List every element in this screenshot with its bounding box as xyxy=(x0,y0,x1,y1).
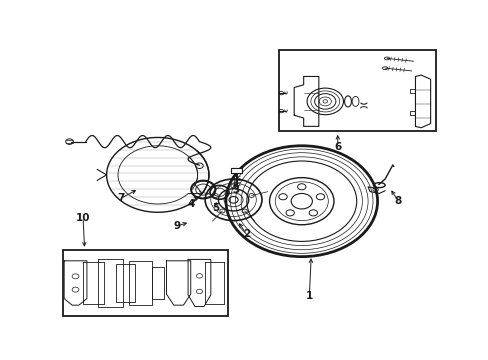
Text: 4: 4 xyxy=(187,199,194,209)
Text: 8: 8 xyxy=(394,196,401,206)
Bar xyxy=(63,250,227,316)
Text: 6: 6 xyxy=(333,142,341,152)
Bar xyxy=(279,50,435,131)
Bar xyxy=(230,168,242,174)
Bar xyxy=(129,261,152,305)
Text: 1: 1 xyxy=(305,291,312,301)
Text: 2: 2 xyxy=(243,229,250,239)
Text: 5: 5 xyxy=(212,203,219,213)
Text: 3: 3 xyxy=(231,185,239,195)
Text: 10: 10 xyxy=(76,213,90,223)
Bar xyxy=(116,264,135,302)
Text: 9: 9 xyxy=(173,221,180,231)
Text: 7: 7 xyxy=(117,193,124,203)
